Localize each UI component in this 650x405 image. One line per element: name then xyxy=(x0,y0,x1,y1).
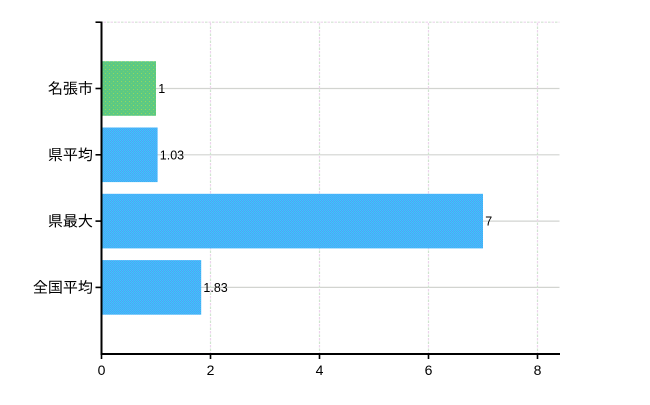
svg-text:8: 8 xyxy=(534,362,542,378)
svg-text:1.03: 1.03 xyxy=(160,148,184,162)
svg-text:7: 7 xyxy=(485,215,492,229)
svg-text:6: 6 xyxy=(425,362,433,378)
svg-text:1.83: 1.83 xyxy=(203,281,227,295)
svg-text:2: 2 xyxy=(207,362,215,378)
svg-text:1: 1 xyxy=(158,82,165,96)
svg-text:4: 4 xyxy=(316,362,324,378)
svg-text:0: 0 xyxy=(98,362,106,378)
